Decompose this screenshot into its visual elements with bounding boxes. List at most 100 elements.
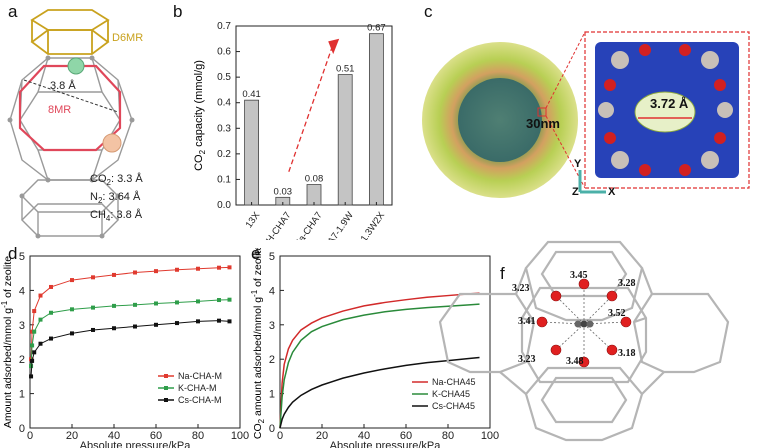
series-line — [30, 266, 230, 360]
gas-name: CH — [90, 209, 106, 222]
y-tick-label: 0.0 — [217, 200, 231, 211]
legend-marker — [164, 398, 168, 402]
data-point — [112, 303, 116, 308]
data-point — [91, 305, 95, 310]
zoom-line-bottom — [545, 115, 586, 189]
gas-size-value: : 3.64 Å — [102, 191, 141, 204]
distance-label: 3.28 — [618, 278, 636, 289]
cha-cage-diagram — [7, 9, 135, 239]
distance-label: 3.41 — [518, 316, 536, 327]
zoom-box — [537, 107, 547, 117]
data-point — [91, 327, 95, 332]
x-tick-label: 20 — [66, 430, 78, 442]
y-tick-label: 0.7 — [217, 21, 231, 32]
x-tick-label: 60 — [150, 430, 162, 442]
distance-label: 3.23 — [512, 283, 530, 294]
green-cation-sphere — [67, 57, 85, 75]
data-point — [29, 374, 34, 379]
x-tick-label: H-CHA7 — [264, 210, 293, 240]
x-tick-label: 60 — [400, 430, 412, 442]
y-tick-label: 3 — [19, 320, 25, 332]
gas-subscript: 2 — [97, 196, 103, 206]
co2-adsorption-site-model — [438, 240, 730, 442]
data-point — [49, 336, 53, 341]
x-tick-label: 80 — [192, 430, 204, 442]
data-point — [196, 319, 200, 324]
panel-label-b: b — [173, 2, 183, 21]
data-point — [38, 317, 43, 322]
x-axis-label: Absolute pressure/kPa — [80, 440, 192, 448]
legend-marker — [164, 386, 168, 390]
distance-label: 3.18 — [618, 348, 636, 359]
bar — [306, 184, 322, 206]
data-point — [32, 350, 37, 355]
x-tick-label: 40 — [108, 430, 120, 442]
panel-label-c: c — [424, 2, 433, 21]
pore-diameter-label: 3.72 Å — [650, 96, 689, 111]
y-tick-label: 5 — [269, 251, 275, 263]
legend-label: Na-CHA45 — [432, 377, 476, 387]
data-point — [70, 307, 74, 312]
distance-label: 3.52 — [608, 308, 626, 319]
data-point — [38, 293, 43, 298]
x-tick-label: 100 — [481, 430, 499, 442]
y-tick-label: 3 — [269, 320, 275, 332]
y-axis-label: CO2 capacity (mmol/g) — [193, 60, 207, 171]
x-tick-label: 20 — [316, 430, 328, 442]
gas-name: N — [90, 191, 98, 204]
data-point — [154, 322, 158, 327]
axis-y-label: Y — [574, 158, 582, 170]
data-point — [30, 329, 35, 334]
x-tick-label: Na-CHA7 — [292, 210, 324, 240]
pore-size-arrow — [23, 79, 119, 113]
gas-name: CO — [90, 173, 107, 185]
d6mr-prism — [30, 9, 110, 55]
scale-label: 30nm — [526, 116, 560, 131]
gas-size-value: : 3.3 Å — [110, 173, 143, 185]
data-point — [49, 284, 53, 289]
x-tick-label: 80 — [442, 430, 454, 442]
isotherm-chart-e: 0 1 2 3 4 5 0 20 40 60 80 100 Absolute pressure/kPa C… — [250, 248, 499, 448]
x-tick-label: 100 — [231, 430, 249, 442]
data-point — [217, 318, 221, 323]
plot-frame — [279, 255, 491, 429]
panel-label-d: d — [8, 244, 18, 263]
axis-x-label: X — [608, 186, 616, 198]
data-point — [30, 358, 35, 363]
panel-label-e: e — [251, 244, 261, 263]
y-tick-label: 0.5 — [217, 72, 231, 83]
gas-subscript: 4 — [105, 214, 111, 224]
data-point — [133, 302, 137, 307]
plot-frame — [29, 255, 241, 429]
nanoparticle-core — [458, 78, 542, 162]
co2-capacity-bar-chart: 0.0 0.1 0.2 0.3 0.4 0.5 0.6 0.7 0.41 13X 0.03 H-CHA… — [193, 21, 393, 240]
data-point — [29, 364, 34, 369]
series-line — [279, 356, 480, 429]
y-axis-label: Amount adsorbed/mmol g-1 of zeolite — [0, 256, 14, 428]
d6mr-label: D6MR — [112, 32, 144, 44]
data-point — [175, 300, 179, 305]
x-tick-label: 0 — [27, 430, 33, 442]
y-tick-label: 5 — [19, 251, 25, 263]
distance-label: 3.48 — [566, 356, 584, 367]
data-point — [154, 301, 158, 306]
y-tick-label: 0.2 — [217, 149, 231, 160]
legend-label: Na-CHA-M — [178, 371, 222, 381]
data-point — [30, 343, 35, 348]
y-tick-label: 0.6 — [217, 47, 231, 58]
legend-label: K-CHA45 — [432, 389, 470, 399]
x-axis-label: Absolute pressure/kPa — [330, 440, 442, 448]
bar — [244, 99, 259, 206]
pore-size-label: 3.8 Å — [50, 80, 76, 92]
series-line — [30, 320, 230, 377]
framework-nodes — [7, 55, 135, 239]
x-tick-label: 0 — [277, 430, 283, 442]
y-tick-label: 0.4 — [217, 98, 231, 109]
8mr-label: 8MR — [48, 104, 72, 116]
y-tick-label: 2 — [269, 354, 275, 366]
series-line — [30, 299, 230, 367]
data-point — [32, 329, 37, 334]
trend-arrowhead — [328, 38, 340, 55]
data-point — [133, 270, 137, 275]
distance-label: 3.23 — [518, 354, 536, 365]
